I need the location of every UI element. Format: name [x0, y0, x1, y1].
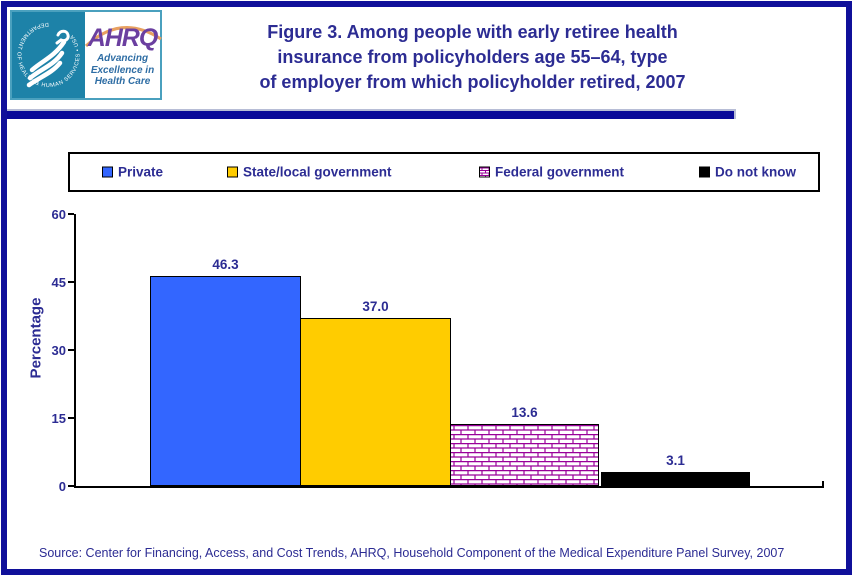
bar-state-local-government — [300, 318, 451, 486]
y-tick-label-45: 45 — [51, 275, 66, 290]
x-axis-line — [74, 486, 824, 488]
header-divider-bar — [7, 109, 736, 119]
legend-item-private: Private — [102, 165, 163, 180]
ahrq-arc-icon — [84, 26, 162, 48]
legend-item-do-not-know: Do not know — [699, 165, 796, 180]
legend-swatch-state-local-government — [227, 166, 238, 178]
y-tick-mark — [68, 349, 74, 351]
bar-federal-government — [450, 424, 599, 486]
hhs-eagle-icon: DEPARTMENT OF HEALTH & HUMAN SERVICES • … — [15, 21, 80, 89]
y-tick-label-30: 30 — [51, 343, 66, 358]
legend-swatch-do-not-know — [699, 166, 710, 178]
ahrq-acronym: AHRQ — [87, 24, 159, 52]
y-tick-mark — [68, 417, 74, 419]
y-tick-mark — [68, 485, 74, 487]
y-axis-title: Percentage — [27, 297, 45, 379]
hhs-seal: DEPARTMENT OF HEALTH & HUMAN SERVICES • … — [12, 12, 85, 98]
y-tick-label-15: 15 — [51, 411, 66, 426]
y-tick-mark — [68, 281, 74, 283]
legend-label-private: Private — [118, 164, 164, 180]
ahrq-wordmark: AHRQ Advancing Excellence in Health Care — [84, 12, 162, 98]
y-axis-line — [74, 214, 76, 487]
chart-legend: Private State/local government — [68, 152, 820, 192]
x-axis-end-tick — [822, 481, 824, 487]
source-note: Source: Center for Financing, Access, an… — [39, 546, 785, 560]
legend-swatch-private — [102, 166, 113, 178]
legend-label-do-not-know: Do not know — [715, 164, 796, 180]
y-tick-label-60: 60 — [51, 207, 66, 222]
ahrq-hhs-logo: DEPARTMENT OF HEALTH & HUMAN SERVICES • … — [10, 10, 162, 100]
bar-do-not-know — [601, 472, 750, 486]
bar-value-state-local-government: 37.0 — [362, 299, 389, 314]
bar-private — [150, 276, 301, 486]
legend-swatch-federal-government — [479, 166, 490, 178]
bar-value-federal-government: 13.6 — [511, 405, 538, 420]
legend-label-federal-government: Federal government — [495, 164, 625, 180]
legend-item-state-local-government: State/local government — [227, 165, 392, 180]
figure-title: Figure 3. Among people with early retire… — [259, 22, 686, 92]
bar-value-do-not-know: 3.1 — [666, 453, 685, 468]
legend-label-state-local-government: State/local government — [243, 164, 392, 180]
legend-item-federal-government: Federal government — [479, 165, 624, 180]
y-tick-mark — [68, 213, 74, 215]
y-tick-label-0: 0 — [58, 479, 66, 494]
ahrq-tagline: Advancing Excellence in Health Care — [90, 53, 155, 87]
bar-value-private: 46.3 — [212, 257, 239, 272]
